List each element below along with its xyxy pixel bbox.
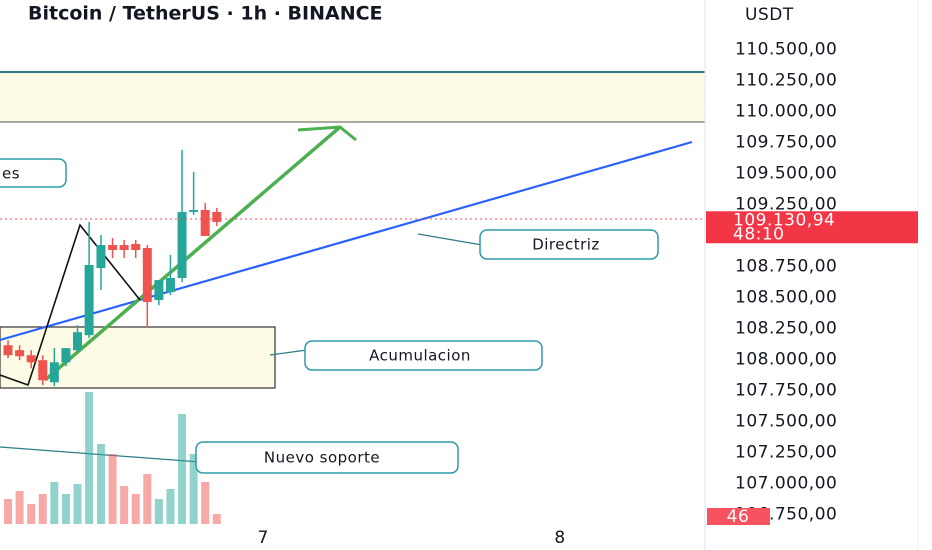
callout: [0, 158, 67, 188]
volume-bar: [143, 474, 152, 524]
y-tick-label: 108.000,00: [735, 349, 837, 369]
arrow-head: [297, 125, 357, 142]
volume-bar: [96, 444, 105, 524]
callout-tail: [269, 349, 308, 356]
candle-body: [3, 345, 13, 356]
green-arrow: [43, 125, 342, 382]
volume-bar: [212, 514, 221, 524]
y-tick-label: 109.250,00: [735, 195, 837, 215]
volume-bar: [38, 494, 47, 524]
candle-body: [26, 355, 36, 363]
currency-label: USDT: [745, 5, 794, 25]
y-tick-label: 107.500,00: [735, 411, 837, 431]
y-tick-label: 110.500,00: [735, 40, 837, 60]
marks: [3, 149, 222, 524]
pattern-lines: [0, 223, 141, 387]
candle-body: [165, 278, 175, 293]
candle-body: [108, 245, 118, 250]
candle-body: [189, 209, 199, 212]
candle-body: [38, 360, 48, 381]
volume-bar: [201, 482, 210, 524]
y-tick-label: 110.250,00: [735, 71, 837, 91]
y-tick-label: 108.750,00: [735, 256, 837, 276]
callout-tail: [417, 233, 483, 246]
volume-bar: [61, 494, 70, 524]
candle-body: [49, 362, 59, 383]
volume-bar: [189, 454, 198, 524]
last-price-box: [706, 211, 918, 244]
y-tick-label: 107.750,00: [735, 380, 837, 400]
volume-label-box: [707, 508, 770, 525]
y-tick-label: 108.500,00: [735, 287, 837, 307]
volume-bar: [4, 499, 13, 524]
y-tick-label: 108.250,00: [735, 318, 837, 338]
volume-bar: [15, 491, 24, 524]
resistance-zone: [0, 72, 705, 122]
candle-body: [119, 245, 129, 250]
y-tick-label: 107.250,00: [735, 442, 837, 462]
candle-body: [96, 245, 106, 269]
volume-label: 46: [727, 507, 750, 527]
countdown: 48:10: [733, 224, 785, 244]
volume-bar: [131, 494, 140, 524]
candle-body: [61, 348, 71, 363]
annotation: Acumulacion: [369, 347, 471, 365]
title-bg: [0, 0, 620, 26]
x-tick-label: 7: [257, 528, 268, 548]
candle-body: [15, 350, 25, 357]
annotation: es: [2, 165, 20, 183]
volume-bar: [50, 482, 59, 524]
y-tick-label: 107.000,00: [735, 473, 837, 493]
x-tick-label: 8: [554, 528, 565, 548]
volume-bar: [27, 504, 36, 524]
volume-bar: [154, 499, 163, 524]
candle-body: [212, 211, 222, 222]
candle-body: [84, 264, 94, 336]
y-tick-label: 109.750,00: [735, 133, 837, 153]
callout: [304, 340, 543, 371]
trend-line: [0, 140, 693, 342]
chart-title: Bitcoin / TetherUS · 1h · BINANCE: [28, 3, 383, 25]
volume-bar: [108, 454, 117, 524]
callout: [195, 441, 459, 474]
candle-body: [177, 211, 187, 279]
annotation: Nuevo soporte: [264, 449, 380, 467]
annotation: Directriz: [532, 236, 600, 254]
candle-body: [73, 332, 83, 351]
last-price: 109.130,94: [733, 210, 835, 230]
y-tick-label: 110.000,00: [735, 102, 837, 122]
volume-bar: [120, 486, 129, 524]
candle-body: [142, 248, 152, 303]
candle-body: [200, 209, 210, 236]
volume-bar: [73, 484, 82, 524]
volume-bar: [85, 392, 94, 524]
callout: [479, 229, 659, 260]
volume-bar: [166, 489, 175, 524]
volume-bar: [178, 414, 187, 524]
y-tick-label: 109.500,00: [735, 164, 837, 184]
candle-body: [154, 280, 164, 301]
accumulation-box: [0, 326, 276, 389]
candle-body: [131, 243, 141, 250]
